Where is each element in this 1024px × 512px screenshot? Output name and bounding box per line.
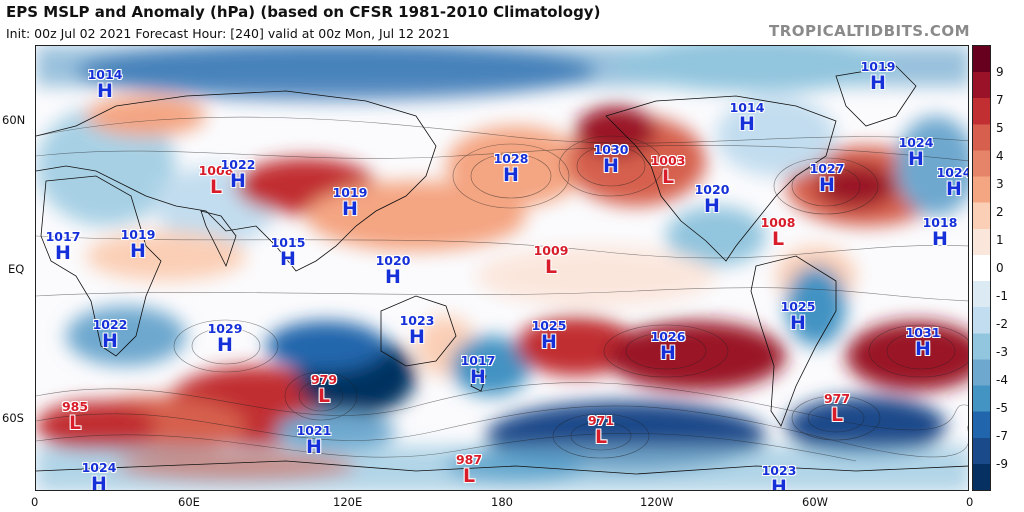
low-pressure-center[interactable]: 1008 L: [198, 163, 234, 198]
lon-label: 60E: [178, 495, 200, 509]
high-pressure-center[interactable]: 1015 H: [270, 235, 306, 270]
colorbar-tick: 1: [996, 233, 1004, 247]
low-pressure-center[interactable]: 971 L: [587, 413, 615, 448]
isobar-lines: [36, 116, 968, 462]
high-pressure-center[interactable]: 1014 H: [87, 67, 123, 102]
high-pressure-center[interactable]: 1029 H: [207, 321, 243, 356]
high-pressure-center[interactable]: 1021 H: [296, 423, 332, 458]
high-pressure-center[interactable]: 1024 H: [81, 460, 117, 491]
lon-label: 120W: [640, 495, 674, 509]
low-pressure-center[interactable]: 1008 L: [760, 215, 796, 250]
high-pressure-center[interactable]: 1028 H: [493, 151, 529, 186]
low-pressure-center[interactable]: 979 L: [310, 372, 338, 407]
coastlines: [36, 65, 968, 475]
colorbar-tick: 7: [996, 93, 1004, 107]
high-pressure-center[interactable]: 1026 H: [650, 329, 686, 364]
low-pressure-center[interactable]: 1009 L: [533, 243, 569, 278]
lon-label: 60W: [802, 495, 829, 509]
colorbar-tick: 2: [996, 205, 1004, 219]
high-pressure-center[interactable]: 1020 H: [694, 182, 730, 217]
high-pressure-center[interactable]: 1019 H: [860, 59, 896, 94]
low-pressure-center[interactable]: 977 L: [823, 391, 851, 426]
high-pressure-center[interactable]: 1024 H: [898, 135, 934, 170]
high-pressure-center[interactable]: 1020 H: [375, 253, 411, 288]
map-subtitle: Init: 00z Jul 02 2021 Forecast Hour: [24…: [6, 26, 450, 41]
low-pressure-center[interactable]: 987 L: [455, 452, 483, 487]
colorbar-tick: 0: [996, 261, 1004, 275]
colorbar-tick: -9: [996, 457, 1008, 471]
high-pressure-center[interactable]: 1014 H: [729, 100, 765, 135]
map-panel: 1014 H 1008 L 1022 H 1019 H 1017 H 1019 H 1015…: [35, 45, 969, 491]
high-pressure-center[interactable]: 1022 H: [220, 157, 256, 192]
map-field: [36, 46, 968, 490]
high-pressure-center[interactable]: 1019 H: [120, 227, 156, 262]
low-pressure-center[interactable]: 1003 L: [650, 153, 686, 188]
lat-label: 60N: [2, 113, 26, 127]
high-pressure-center[interactable]: 1030 H: [593, 142, 629, 177]
map-title: EPS MSLP and Anomaly (hPa) (based on CFS…: [6, 3, 601, 21]
colorbar-tick: -2: [996, 317, 1008, 331]
high-pressure-center[interactable]: 1023 H: [399, 313, 435, 348]
site-brand[interactable]: TROPICALTIDBITS.COM: [769, 22, 970, 40]
colorbar-tick: 3: [996, 177, 1004, 191]
high-pressure-center[interactable]: 1017 H: [460, 353, 496, 388]
high-pressure-center[interactable]: 1018 H: [922, 215, 958, 250]
colorbar-tick: 4: [996, 149, 1004, 163]
colorbar-tick: 5: [996, 121, 1004, 135]
high-pressure-center[interactable]: 1022 H: [92, 317, 128, 352]
anomaly-colorbar: [972, 45, 991, 491]
high-pressure-center[interactable]: 1023 H: [761, 463, 797, 491]
lon-label: 120E: [333, 495, 363, 509]
high-pressure-center[interactable]: 1019 H: [332, 185, 368, 220]
colorbar-tick: -4: [996, 373, 1008, 387]
high-pressure-center[interactable]: 1031 H: [905, 325, 941, 360]
lat-label: 60S: [2, 411, 24, 425]
lon-label: 180: [491, 495, 513, 509]
low-pressure-center[interactable]: 985 L: [61, 399, 89, 434]
colorbar-tick: -5: [996, 401, 1008, 415]
lon-label: 0: [31, 495, 39, 509]
colorbar-tick: 9: [996, 65, 1004, 79]
colorbar-tick: -3: [996, 345, 1008, 359]
lon-label: 0: [966, 495, 974, 509]
high-pressure-center[interactable]: 1024 H: [936, 165, 969, 200]
colorbar-tick: -7: [996, 429, 1008, 443]
lat-label: EQ: [8, 262, 25, 276]
high-pressure-center[interactable]: 1025 H: [531, 318, 567, 353]
high-pressure-center[interactable]: 1017 H: [45, 229, 81, 264]
high-pressure-center[interactable]: 1025 H: [780, 299, 816, 334]
high-pressure-center[interactable]: 1027 H: [809, 161, 845, 196]
colorbar-tick: -1: [996, 289, 1008, 303]
anomaly-shading: [36, 46, 968, 490]
